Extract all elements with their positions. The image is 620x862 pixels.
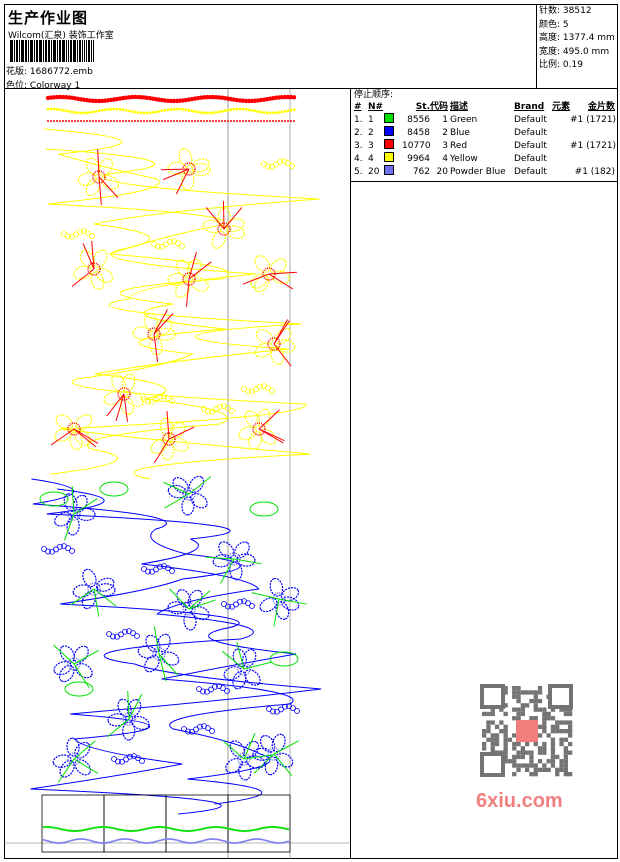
colorway-label: 色位: bbox=[6, 81, 28, 91]
table-row: 4. 4 9964 4 Yellow Default bbox=[354, 152, 547, 164]
design-info: 针数: 38512 颜色: 5 高度: 1377.4 mm 宽度: 495.0 … bbox=[536, 4, 618, 89]
color-swatch bbox=[384, 165, 394, 175]
info-height: 高度: 1377.4 mm bbox=[539, 33, 615, 43]
info-scale: 比例: 0.19 bbox=[539, 60, 583, 70]
colorway: 色位: Colorway 1 bbox=[6, 78, 80, 91]
design-file: 花版: 1686772.emb bbox=[6, 64, 93, 77]
info-width: 宽度: 495.0 mm bbox=[539, 46, 610, 57]
embroidery-design bbox=[4, 89, 351, 859]
design-preview bbox=[4, 89, 351, 859]
table-row: 5. 20 762 20 Powder Blue Default #1 (182) bbox=[354, 165, 615, 177]
color-swatch bbox=[384, 152, 394, 162]
info-colors: 颜色: 5 bbox=[539, 19, 569, 30]
file-value: 1686772.emb bbox=[29, 67, 93, 77]
color-swatch bbox=[384, 113, 394, 123]
page-title: 生产作业图 bbox=[8, 9, 89, 27]
company-name: Wilcom(汇泉) 装饰工作室 bbox=[8, 31, 114, 41]
page-frame bbox=[4, 4, 618, 859]
watermark-logo: 6xiu.com bbox=[476, 790, 563, 812]
stop-sequence-title: 停止顺序: bbox=[354, 90, 394, 100]
table-row: 3. 3 10770 3 Red Default #1 (1721) bbox=[354, 139, 617, 151]
table-row: 1. 1 8556 1 Green Default #1 (1721) bbox=[354, 113, 617, 125]
barcode bbox=[10, 40, 94, 62]
colorway-value: Colorway 1 bbox=[29, 81, 81, 91]
qr-code bbox=[480, 684, 573, 777]
header: 生产作业图 Wilcom(汇泉) 装饰工作室 花版: 1686772.emb 色… bbox=[4, 4, 536, 91]
color-swatch bbox=[384, 139, 394, 149]
file-label: 花版: bbox=[6, 67, 28, 77]
color-swatch bbox=[384, 126, 394, 136]
table-row: 2. 2 8458 2 Blue Default bbox=[354, 126, 547, 138]
table-header: # N# St. 代码 描述 Brand 元素 金片数 bbox=[354, 102, 615, 112]
info-stitches: 针数: 38512 bbox=[539, 6, 592, 16]
qr-watermark bbox=[470, 680, 585, 815]
stop-sequence-table: 停止顺序: # N# St. 代码 描述 Brand 元素 金片数 1. 1 8556 1 Green… bbox=[351, 89, 618, 182]
